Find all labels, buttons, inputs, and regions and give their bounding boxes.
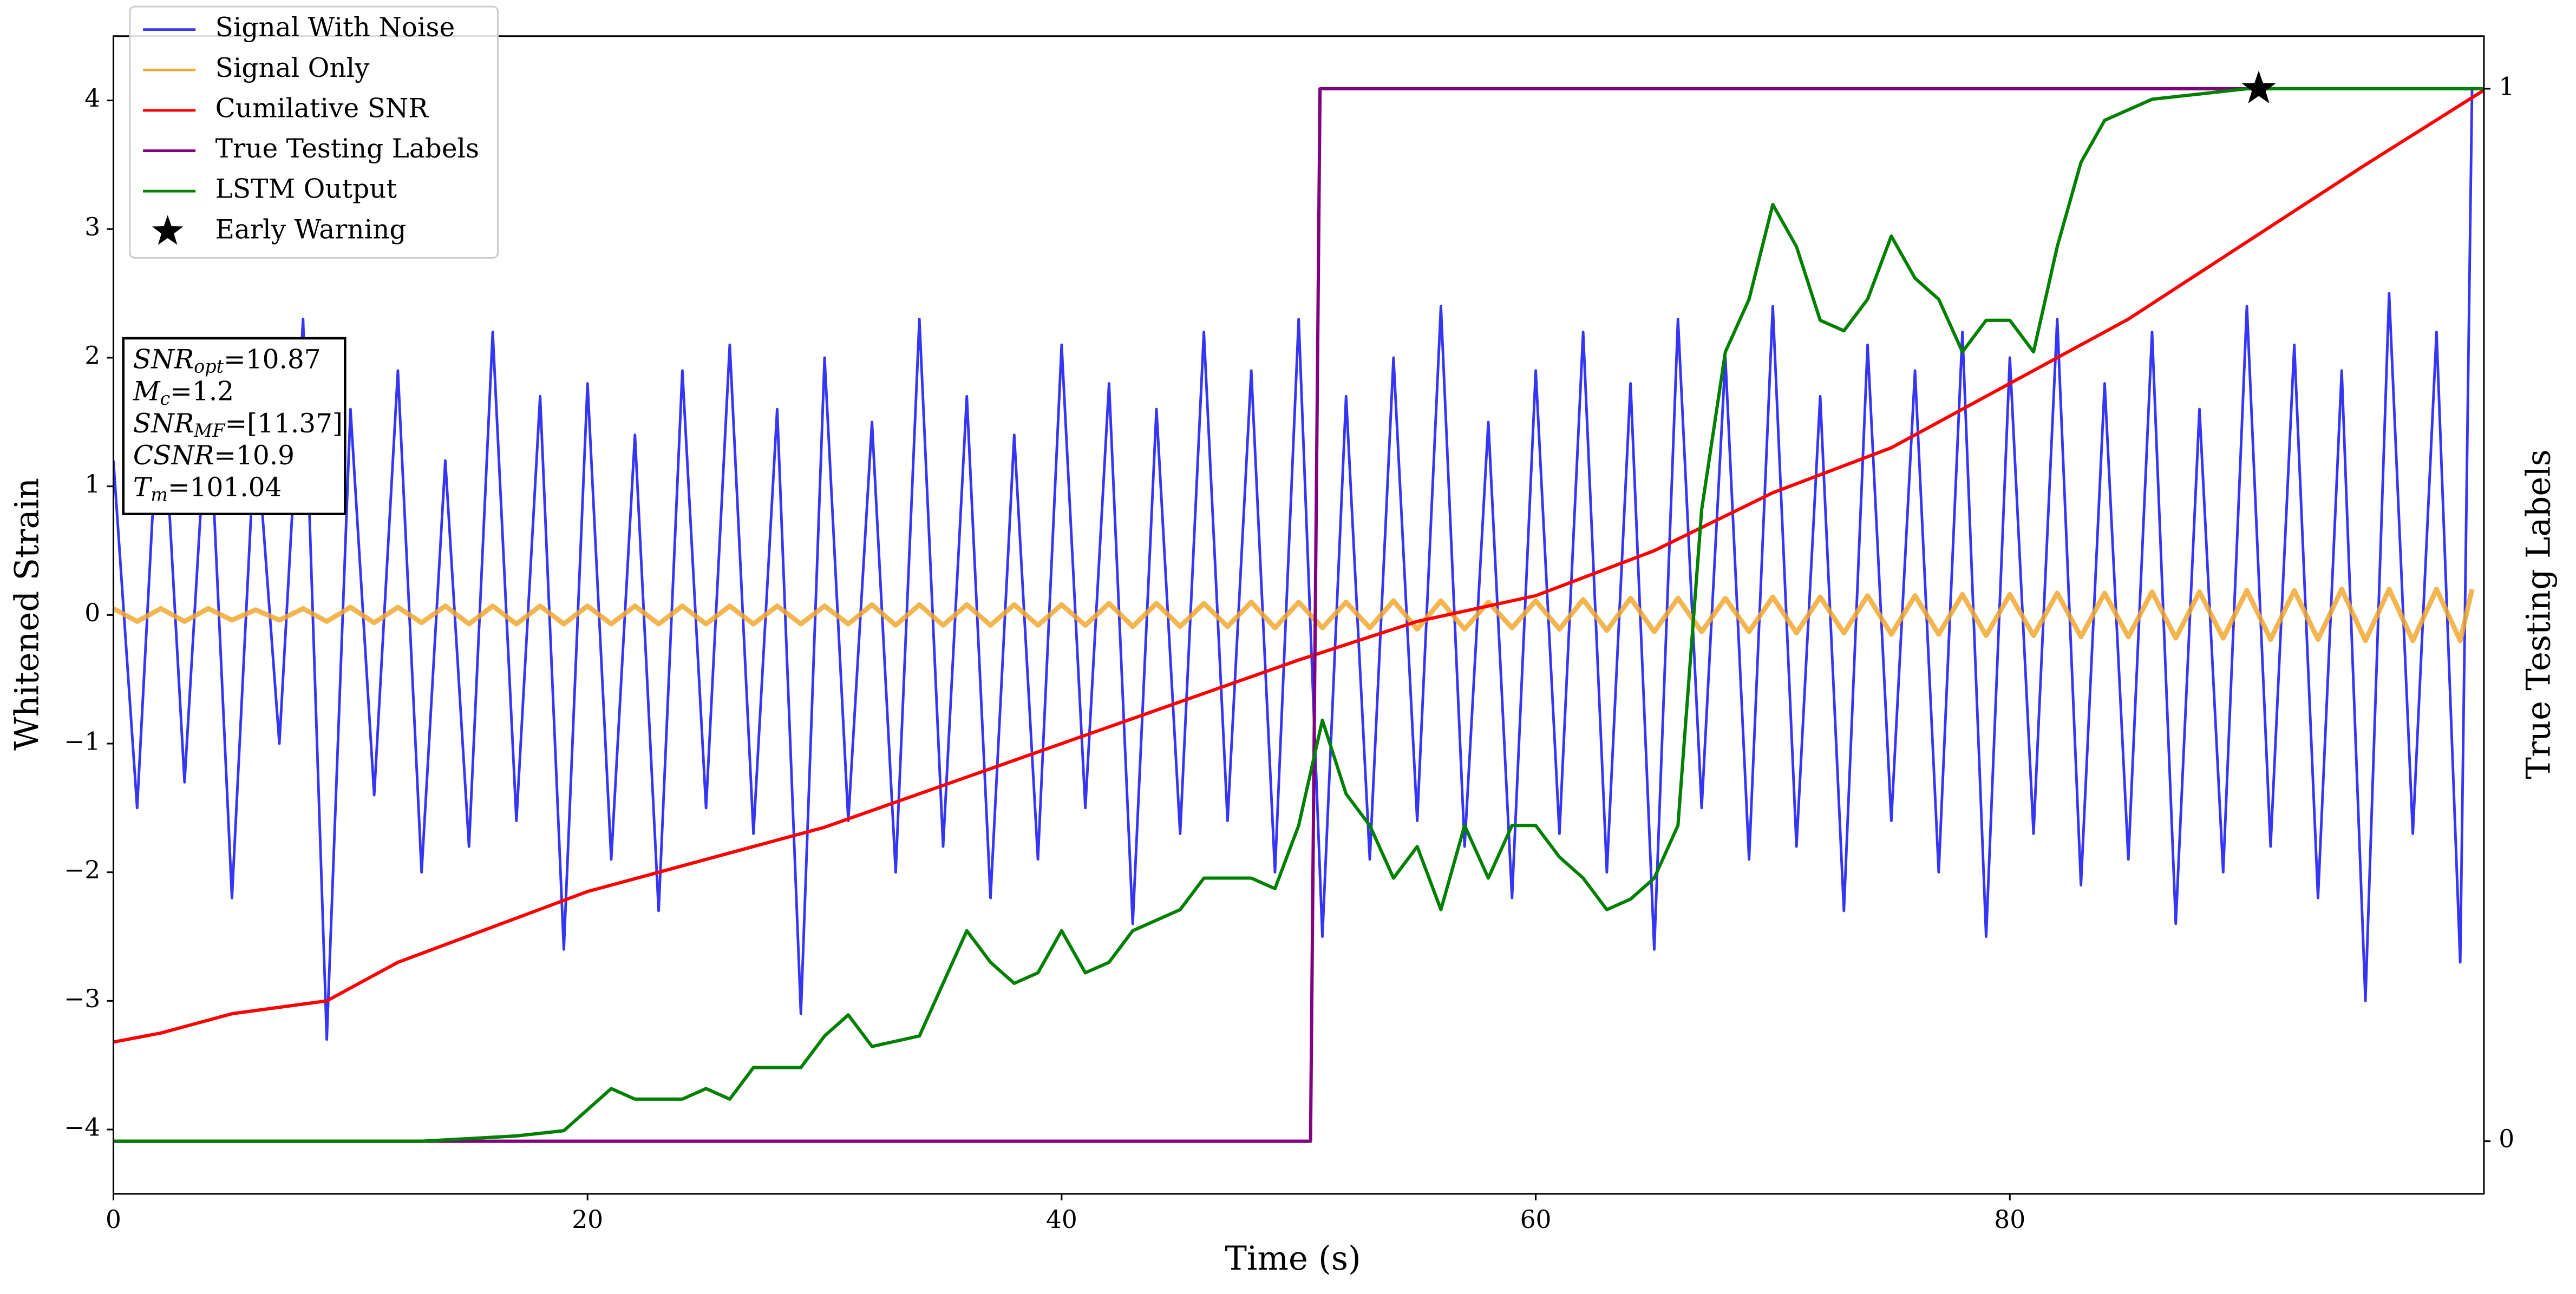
y-tick-label: 3 <box>84 213 100 241</box>
annotation: SNRopt=10.87Mc=1.2SNRMF=[11.37]CSNR=10.9… <box>122 337 346 516</box>
annotation-symbol: SNR <box>133 344 194 375</box>
annotation-symbol: M <box>133 376 161 406</box>
x-tick-label: 80 <box>1994 1205 2025 1234</box>
series-line <box>113 587 2475 643</box>
x-tick-label: 40 <box>1046 1205 1077 1234</box>
y-tick-label: 2 <box>84 341 100 370</box>
legend-label: Signal With Noise <box>215 12 455 43</box>
annotation-line: Tm=101.04 <box>133 472 282 505</box>
y-tick-label: −2 <box>64 856 100 884</box>
series-line <box>113 87 2474 1041</box>
annotation-line: SNRopt=10.87 <box>133 344 321 377</box>
x-tick-label: 60 <box>1520 1205 1552 1234</box>
annotation-subscript: MF <box>193 420 226 441</box>
y2-tick-label: 0 <box>2499 1125 2514 1153</box>
annotation-subscript: m <box>151 484 168 505</box>
series-line <box>113 87 2484 1143</box>
y-tick-label: 4 <box>84 84 100 113</box>
legend-label: LSTM Output <box>215 174 397 205</box>
y-tick-label: 1 <box>84 470 100 498</box>
annotation-value: =10.9 <box>214 441 295 471</box>
x-tick-label: 20 <box>572 1205 603 1234</box>
y-tick-label: −1 <box>64 727 100 756</box>
annotation-value: =10.87 <box>224 344 321 375</box>
legend-label: Cumilative SNR <box>215 93 429 123</box>
annotation-symbol: SNR <box>133 408 194 438</box>
annotation-value: =[11.37] <box>225 408 342 438</box>
y-tick-label: −4 <box>64 1113 100 1142</box>
annotation-symbol: T <box>133 472 153 503</box>
legend-label: Signal Only <box>215 53 370 83</box>
y2-tick-label: 1 <box>2499 72 2514 101</box>
annotation-line: CSNR=10.9 <box>133 441 295 471</box>
annotation-box <box>122 337 346 516</box>
y2-axis-label: True Testing Labels <box>2520 449 2558 779</box>
annotation-line: Mc=1.2 <box>133 376 234 409</box>
series-line <box>113 89 2484 1044</box>
early-warning-marker <box>2241 70 2276 103</box>
annotation-value: =1.2 <box>170 376 234 406</box>
x-tick-label: 0 <box>106 1205 121 1234</box>
legend-swatch <box>152 215 184 245</box>
annotation-line: SNRMF=[11.37] <box>133 408 343 441</box>
y-axis-label: Whitened Strain <box>8 478 46 751</box>
series-line <box>113 87 2484 1143</box>
y-tick-label: −3 <box>64 984 100 1013</box>
y-tick-label: 0 <box>84 599 100 627</box>
legend-label: True Testing Labels <box>215 134 479 164</box>
annotation-symbol: CSNR <box>133 441 214 471</box>
plot-area <box>113 87 2484 1143</box>
x-axis-label: Time (s) <box>1225 1240 1361 1278</box>
legend-box <box>129 5 499 259</box>
legend-label: Early Warning <box>215 214 407 245</box>
annotation-subscript: opt <box>194 356 224 377</box>
annotation-value: =101.04 <box>168 472 282 503</box>
legend: Signal With Noise Signal Only Cumilative S… <box>129 5 499 259</box>
annotation-subscript: c <box>160 388 171 409</box>
